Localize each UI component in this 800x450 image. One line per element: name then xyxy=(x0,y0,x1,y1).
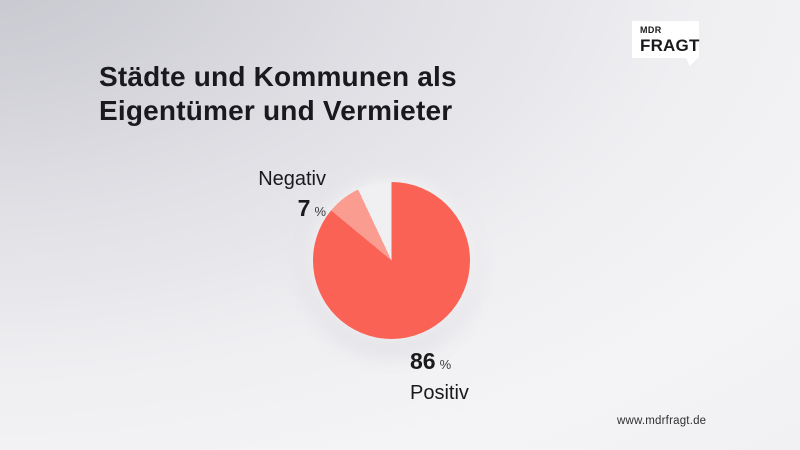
website-url: www.mdrfragt.de xyxy=(617,415,707,427)
negative-value-number: 7 xyxy=(297,195,311,221)
positive-slice-label: Positiv xyxy=(410,382,469,404)
page-title-line-2: Eigentümer und Vermieter xyxy=(99,95,453,126)
pie-chart xyxy=(313,182,470,339)
mdr-fragt-logo: MDR FRAGT xyxy=(632,21,700,66)
positive-value-number: 86 xyxy=(410,348,436,374)
page-title: Städte und Kommunen als Eigentümer und V… xyxy=(99,60,457,128)
negative-slice-label-group: Negativ 7% xyxy=(216,166,326,225)
positive-percent-sign: % xyxy=(439,357,452,372)
negative-percent-sign: % xyxy=(314,204,326,219)
positive-slice-value: 86% xyxy=(410,348,469,378)
logo-mdr-text: MDR xyxy=(640,25,662,35)
negative-slice-value: 7% xyxy=(216,195,326,225)
logo-fragt-text: FRAGT xyxy=(640,36,700,55)
page-title-line-1: Städte und Kommunen als xyxy=(99,61,457,92)
positive-slice-label-group: 86% Positiv xyxy=(410,348,469,406)
negative-slice-label: Negativ xyxy=(258,168,326,190)
speech-bubble-tail-icon xyxy=(686,57,699,66)
